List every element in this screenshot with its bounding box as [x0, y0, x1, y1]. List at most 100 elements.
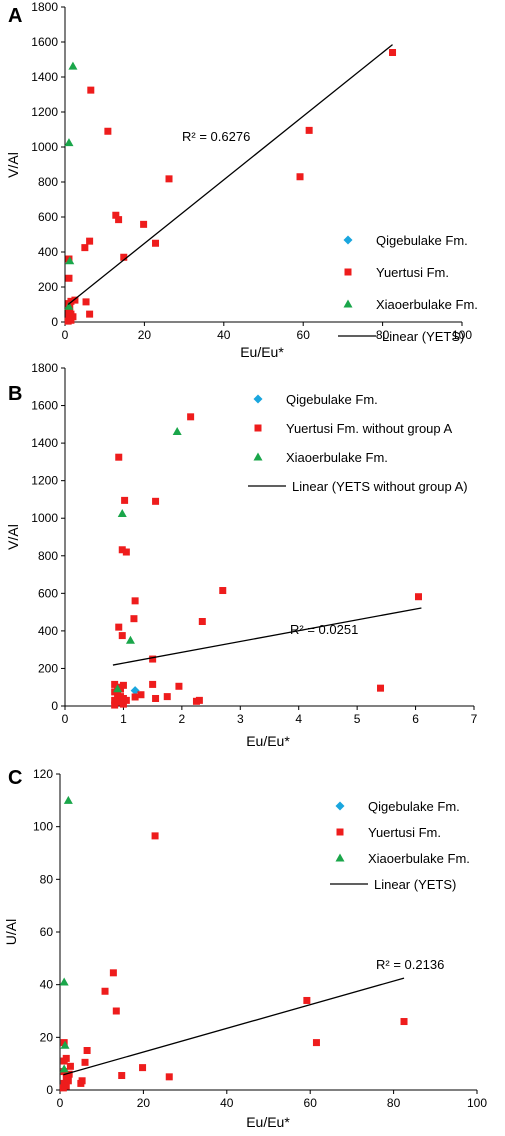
x-tick-label: 3 — [237, 712, 244, 726]
legend-label: Xiaoerbulake Fm. — [376, 297, 478, 312]
data-point — [120, 253, 128, 261]
data-point — [131, 693, 139, 701]
legend-label: Linear (YETS without group A) — [292, 479, 468, 494]
data-point — [400, 1018, 408, 1026]
legend-marker — [253, 394, 263, 404]
data-point — [64, 301, 74, 310]
x-tick-label: 100 — [452, 328, 472, 342]
data-point — [87, 86, 95, 94]
data-point — [109, 969, 117, 977]
y-tick-label: 200 — [38, 661, 58, 675]
y-tick-label: 1000 — [31, 511, 58, 525]
data-point — [151, 832, 159, 840]
x-tick-label: 60 — [297, 328, 311, 342]
data-point — [140, 220, 148, 228]
data-point — [81, 244, 89, 252]
data-point — [113, 684, 123, 693]
y-tick-label: 0 — [46, 1083, 53, 1097]
legend-label: Qigebulake Fm. — [286, 392, 378, 407]
data-point — [64, 138, 74, 147]
y-tick-label: 20 — [40, 1030, 54, 1044]
data-point — [60, 1040, 70, 1049]
x-tick-label: 80 — [387, 1096, 401, 1110]
data-point — [65, 1070, 73, 1078]
legend-label: Yuertusi Fm. — [376, 265, 449, 280]
data-point — [414, 593, 422, 601]
y-tick-label: 1400 — [31, 436, 58, 450]
legend-marker — [335, 801, 345, 811]
data-point — [63, 795, 73, 804]
x-tick-label: 40 — [217, 328, 231, 342]
data-point — [111, 701, 119, 709]
y-tick-label: 100 — [33, 820, 53, 834]
y-tick-label: 1800 — [31, 0, 58, 14]
data-point — [125, 635, 135, 644]
legend-label: Qigebulake Fm. — [368, 799, 460, 814]
data-point — [118, 632, 126, 640]
data-point — [121, 496, 129, 504]
y-tick-label: 1400 — [31, 70, 58, 84]
legend: Qigebulake Fm. Yuertusi Fm. without group… — [248, 392, 468, 494]
r-squared-annotation: R² = 0.6276 — [182, 129, 250, 144]
data-point — [77, 1079, 85, 1087]
data-point — [165, 175, 173, 183]
y-tick-label: 0 — [51, 699, 58, 713]
data-point — [131, 597, 139, 605]
y-axis-label: U/Al — [3, 919, 19, 945]
data-point — [119, 694, 127, 702]
data-point — [64, 1077, 72, 1085]
y-tick-label: 1000 — [31, 140, 58, 154]
x-tick-label: 100 — [467, 1096, 487, 1110]
panel-letter: A — [8, 5, 22, 27]
data-point — [152, 497, 160, 505]
y-tick-label: 800 — [38, 175, 58, 189]
legend-label: Linear (YETS) — [382, 329, 464, 344]
data-point — [149, 655, 157, 663]
x-tick-label: 20 — [137, 1096, 151, 1110]
data-point — [305, 126, 313, 134]
data-point — [86, 237, 94, 245]
legend-marker — [253, 452, 263, 461]
y-tick-label: 200 — [38, 280, 58, 294]
data-point — [303, 996, 311, 1004]
x-tick-label: 7 — [471, 712, 478, 726]
data-point — [172, 426, 182, 435]
data-point — [112, 211, 120, 219]
x-tick-label: 4 — [295, 712, 302, 726]
y-axis-label: V/Al — [5, 524, 21, 550]
x-tick-label: 20 — [138, 328, 152, 342]
data-point — [64, 317, 72, 325]
x-tick-label: 40 — [220, 1096, 234, 1110]
legend-label: Qigebulake Fm. — [376, 233, 468, 248]
panel-c: C 0 20 40 60 80 100 120 0 20 40 60 80 100 Eu/Eu* U/Al R²… — [3, 767, 487, 1130]
y-tick-label: 40 — [40, 978, 54, 992]
y-tick-label: 1200 — [31, 105, 58, 119]
data-point — [119, 681, 127, 689]
data-point — [115, 623, 123, 631]
y-tick-label: 600 — [38, 210, 58, 224]
y-tick-label: 800 — [38, 549, 58, 563]
panel-letter: C — [8, 767, 22, 789]
x-tick-label: 1 — [120, 712, 127, 726]
y-tick-label: 1600 — [31, 35, 58, 49]
data-point — [163, 693, 171, 701]
legend-marker — [343, 299, 353, 308]
x-tick-label: 5 — [354, 712, 361, 726]
y-tick-label: 1800 — [31, 361, 58, 375]
x-axis-label: Eu/Eu* — [240, 344, 284, 360]
data-point — [296, 173, 304, 181]
trend-line — [63, 977, 405, 1076]
data-point — [149, 680, 157, 688]
data-point — [312, 1039, 320, 1047]
data-point — [198, 618, 206, 625]
data-point — [65, 274, 73, 282]
legend: Qigebulake Fm. Yuertusi Fm. Xiaoerbulake F… — [338, 233, 478, 344]
data-point — [130, 686, 140, 696]
data-point — [130, 615, 138, 623]
legend: Qigebulake Fm. Yuertusi Fm. Xiaoerbulake F… — [330, 799, 470, 892]
data-point — [119, 700, 127, 708]
panel-a: A 0 200 400 600 800 1000 1200 1400 1600 1800 0 20 40 6… — [5, 0, 478, 360]
y-tick-label: 0 — [51, 315, 58, 329]
data-point — [117, 509, 127, 518]
